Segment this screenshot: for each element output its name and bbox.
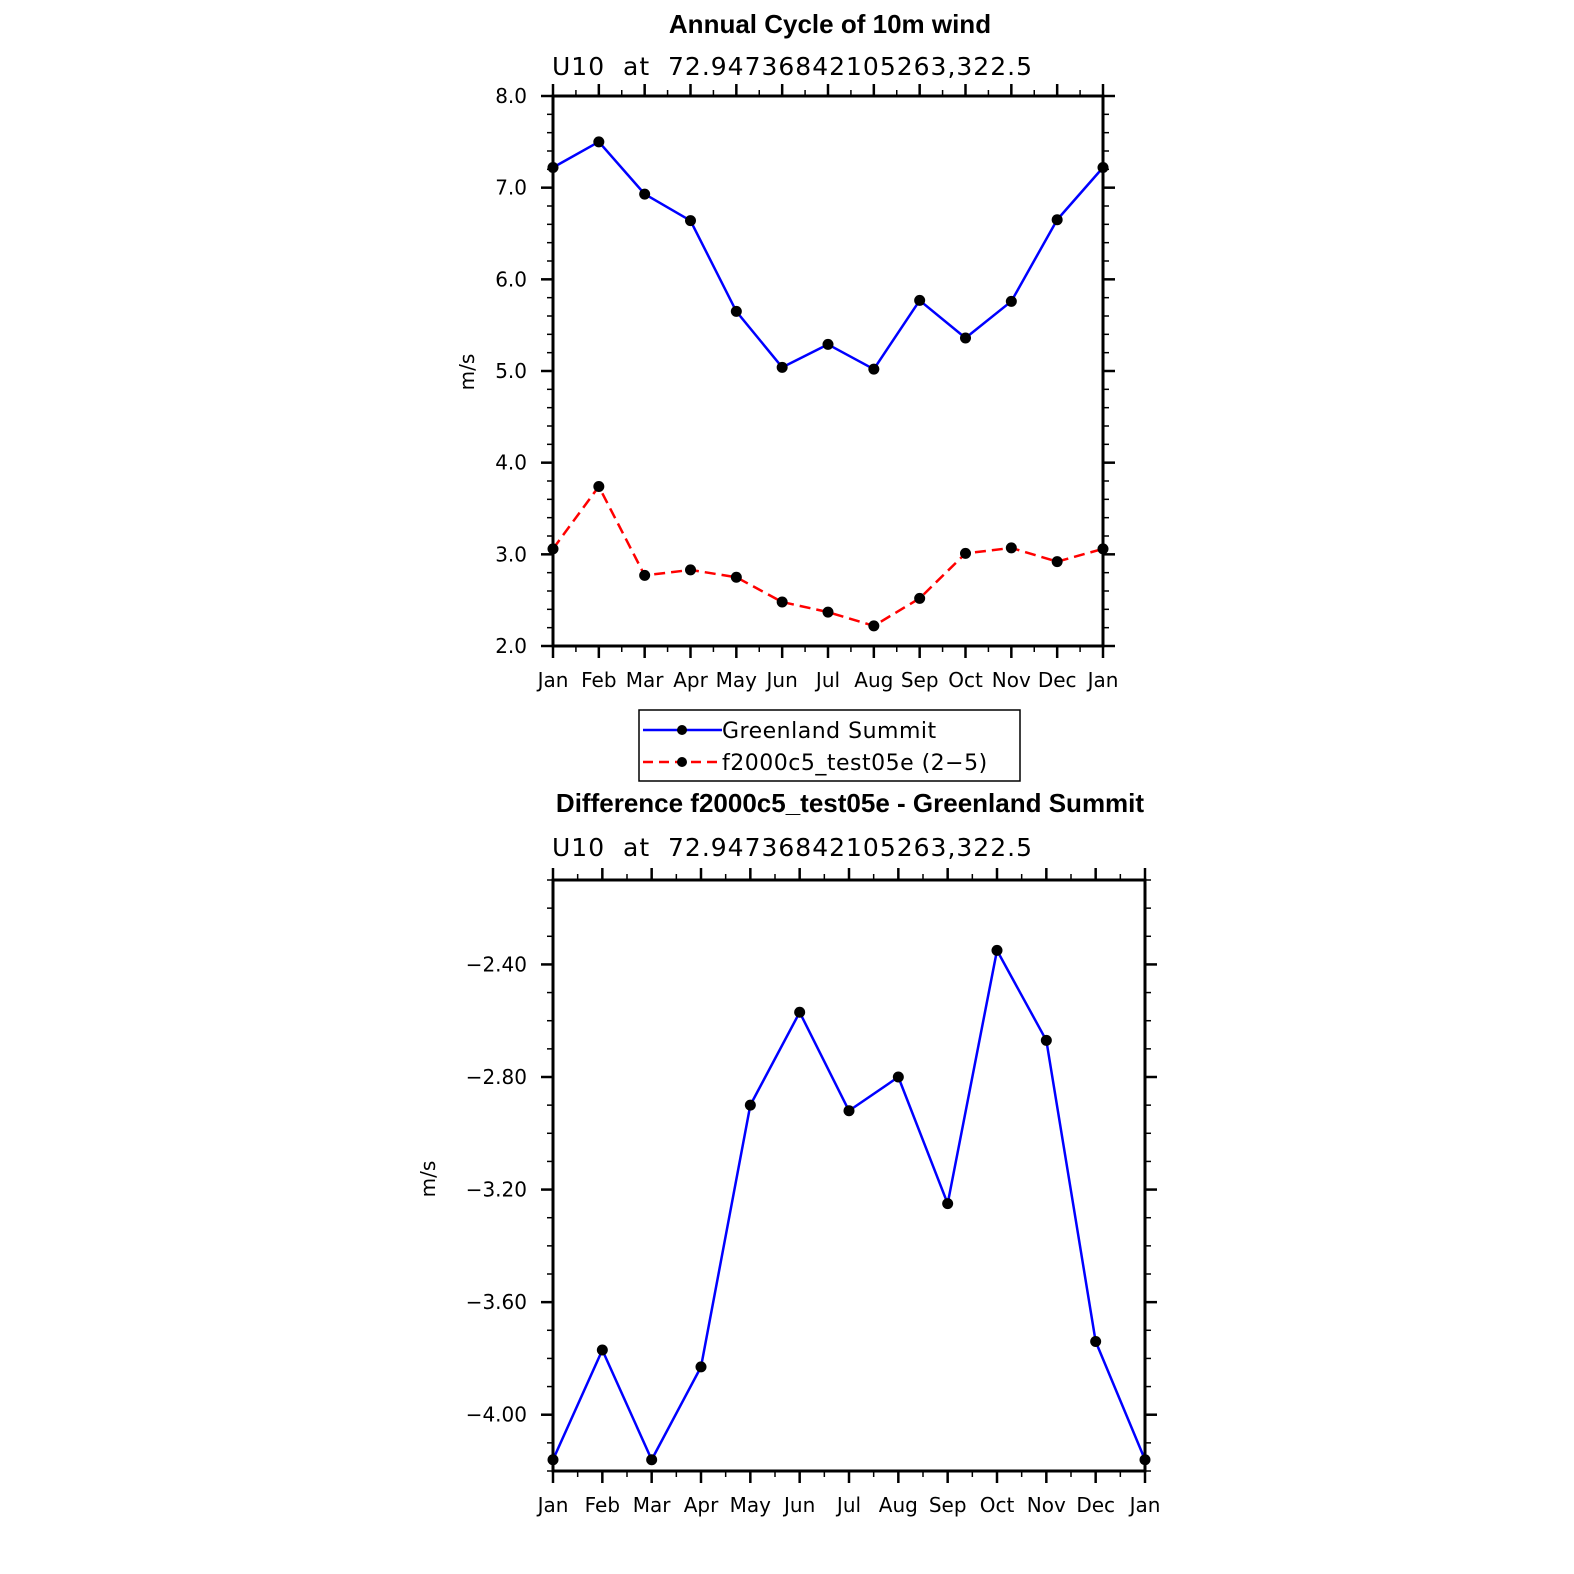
data-point <box>794 1006 806 1018</box>
data-point <box>593 481 605 492</box>
series-line <box>551 949 1147 1461</box>
data-point <box>1090 1336 1102 1348</box>
x-tick-label: Jan <box>536 1493 569 1517</box>
data-point <box>776 361 788 373</box>
data-point <box>991 944 1003 956</box>
y-tick-label: 2.0 <box>495 634 527 658</box>
x-tick-label: Jul <box>835 1493 861 1517</box>
x-tick-label: Mar <box>626 668 665 692</box>
x-tick-label: Dec <box>1038 668 1077 692</box>
annual-cycle-chart: Annual Cycle of 10m wind U10 at 72.94736… <box>455 9 1118 782</box>
data-point <box>1040 1034 1052 1046</box>
x-tick-label: Jan <box>1128 1493 1161 1517</box>
plot-frame <box>551 878 1147 1473</box>
x-tick-label: Oct <box>980 1493 1015 1517</box>
data-point <box>942 1198 954 1210</box>
x-tick-label: Jul <box>814 668 840 692</box>
tick-labels: Jan Feb Mar Apr May Jun Jul Aug Sep Oct Nov Dec Jan 2… <box>495 84 1118 692</box>
chart-subtitle: U10 at 72.94736842105263,322.5 <box>552 52 1033 81</box>
y-tick-label: −3.60 <box>466 1290 527 1314</box>
chart-title: Annual Cycle of 10m wind <box>669 9 991 39</box>
series-lines <box>551 949 1147 1461</box>
x-tick-label: Feb <box>581 668 616 692</box>
plot-frame <box>551 94 1105 648</box>
data-point <box>843 1105 855 1117</box>
data-point <box>868 363 880 375</box>
data-point <box>685 215 696 227</box>
difference-chart: Difference f2000c5_test05e - Greenland S… <box>416 788 1160 1517</box>
x-tick-label: Aug <box>879 1493 918 1517</box>
chart-subtitle: U10 at 72.94736842105263,322.5 <box>552 833 1033 862</box>
y-tick-label: 4.0 <box>495 451 527 475</box>
x-tick-label: Sep <box>901 668 939 692</box>
x-tick-label: Jan <box>1086 668 1119 692</box>
data-point <box>914 592 926 604</box>
x-tick-label: Feb <box>585 1493 620 1517</box>
legend-label-greenland-summit: Greenland Summit <box>722 719 937 744</box>
legend-marker-f2000c5-test05e <box>677 757 687 767</box>
x-tick-label: May <box>716 668 758 692</box>
x-tick-label: May <box>730 1493 772 1517</box>
legend: Greenland Summit f2000c5_test05e (2−5) <box>638 709 1021 782</box>
data-point <box>868 620 880 632</box>
data-point <box>960 332 971 344</box>
x-tick-label: Nov <box>1027 1493 1066 1517</box>
series-line <box>552 140 1104 371</box>
y-axis-title: m/s <box>455 354 479 391</box>
legend-marker-greenland-summit <box>677 725 687 735</box>
x-tick-label: Oct <box>948 668 983 692</box>
legend-label-f2000c5-test05e: f2000c5_test05e (2−5) <box>722 751 988 776</box>
y-tick-label: 8.0 <box>495 84 527 108</box>
y-tick-label: −4.00 <box>466 1403 527 1427</box>
data-point <box>730 571 742 583</box>
data-point <box>744 1099 756 1111</box>
y-tick-label: 5.0 <box>495 359 527 383</box>
y-tick-label: 3.0 <box>495 542 527 566</box>
x-tick-label: Jun <box>782 1493 815 1517</box>
chart-title: Difference f2000c5_test05e - Greenland S… <box>556 788 1144 818</box>
y-tick-label: −2.80 <box>466 1065 527 1089</box>
axis-ticks <box>541 84 1115 658</box>
data-point <box>822 338 834 350</box>
x-tick-label: Apr <box>684 1493 719 1517</box>
data-point <box>639 569 651 581</box>
x-tick-label: Jun <box>765 668 798 692</box>
x-tick-label: Jan <box>536 668 569 692</box>
series-line <box>551 485 1104 628</box>
series-lines <box>551 140 1104 628</box>
y-tick-label: −2.40 <box>466 952 527 976</box>
x-tick-label: Sep <box>929 1493 967 1517</box>
legend-box <box>638 709 1021 782</box>
x-tick-label: Nov <box>992 668 1031 692</box>
data-point <box>685 564 696 576</box>
x-tick-label: Dec <box>1076 1493 1115 1517</box>
data-point <box>914 294 926 306</box>
y-axis-title: m/s <box>416 1161 440 1198</box>
x-tick-label: Apr <box>673 668 708 692</box>
y-tick-label: −3.20 <box>466 1178 527 1202</box>
y-tick-label: 6.0 <box>495 267 527 291</box>
data-point <box>593 136 605 148</box>
axis-ticks <box>541 868 1157 1483</box>
x-tick-label: Aug <box>854 668 893 692</box>
data-point <box>730 305 742 317</box>
data-point <box>1005 295 1017 307</box>
data-point <box>892 1071 904 1083</box>
data-point <box>596 1344 608 1356</box>
x-tick-label: Mar <box>633 1493 672 1517</box>
data-point <box>960 547 971 559</box>
data-point <box>776 596 788 608</box>
data-point <box>1051 556 1063 568</box>
data-point <box>822 606 834 618</box>
data-point <box>1051 214 1063 226</box>
series-points <box>547 944 1151 1466</box>
series-points <box>547 136 1109 632</box>
tick-labels: Jan Feb Mar Apr May Jun Jul Aug Sep Oct Nov Dec Jan −… <box>466 952 1161 1517</box>
y-tick-label: 7.0 <box>495 176 527 200</box>
data-point <box>1005 542 1017 554</box>
data-point <box>639 188 651 200</box>
data-point <box>695 1361 707 1373</box>
data-point <box>646 1454 658 1466</box>
